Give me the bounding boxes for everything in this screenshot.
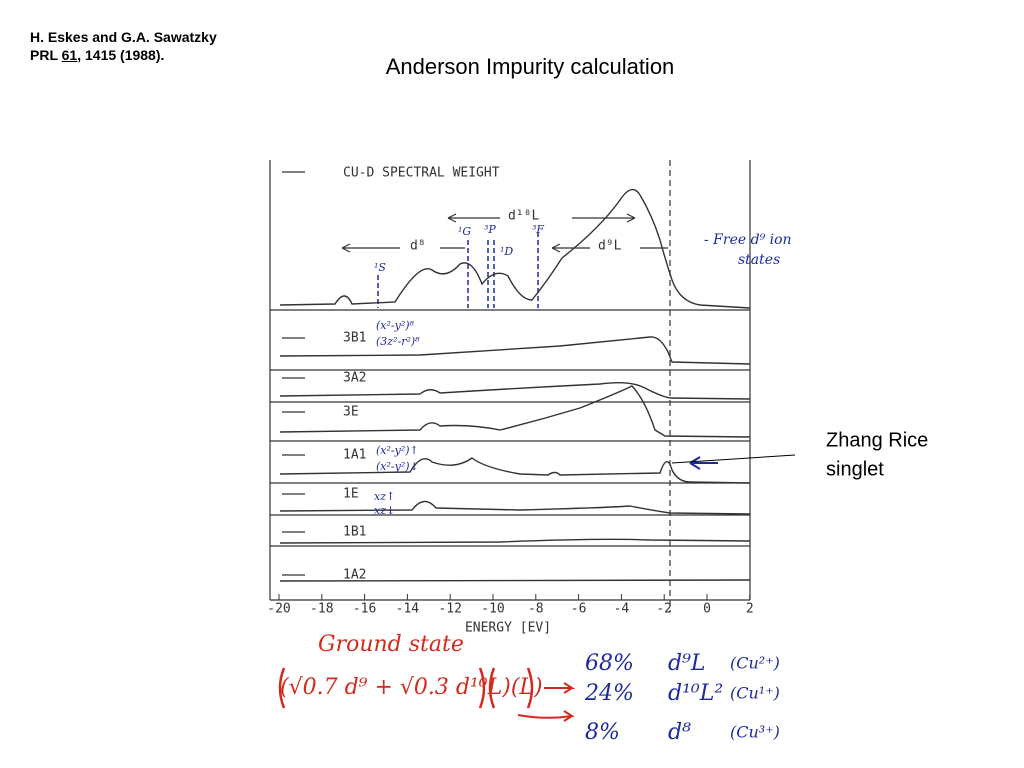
arrow-annotations <box>517 456 718 722</box>
x-tick-label: -6 <box>571 602 587 617</box>
weight-cell: (Cu²⁺) <box>730 654 780 673</box>
d8-label: d⁸ <box>410 239 426 254</box>
callout-text: singlet <box>826 458 884 480</box>
frame <box>269 160 751 612</box>
weight-cell: (Cu³⁺) <box>730 723 780 742</box>
x-tick-label: -8 <box>528 602 544 617</box>
citation: H. Eskes and G.A. Sawatzky PRL 61, 1415 … <box>30 28 217 64</box>
orbital-label: (x²-y²)↑ <box>376 444 419 457</box>
orbital-label: (x²-y²)↓ <box>376 460 419 473</box>
multiplet-label: ¹D <box>500 245 513 258</box>
spectra <box>279 188 751 582</box>
weight-cell: d¹⁰L² <box>668 681 723 706</box>
d10l-label: d¹⁰L <box>508 209 539 224</box>
panel-label: 3B1 <box>343 331 366 346</box>
x-tick-label: -18 <box>310 602 333 617</box>
panel-label: 3A2 <box>343 371 366 386</box>
panel-label: 1A1 <box>343 448 366 463</box>
panel-label: 1B1 <box>343 525 366 540</box>
orbital-label: xz↓ <box>374 504 395 517</box>
panel-title: CU-D SPECTRAL WEIGHT <box>343 166 500 181</box>
x-tick-label: -14 <box>396 602 420 617</box>
ground-state-label: Ground state <box>318 632 464 657</box>
formula-brackets <box>278 667 534 709</box>
pages-year: , 1415 (1988). <box>77 47 165 63</box>
callout-line <box>671 454 796 464</box>
orbital-label: xz↑ <box>374 490 395 503</box>
weight-cell: d⁸ <box>668 720 691 745</box>
ground-state-formula: (√0.7 d⁹ + √0.3 d¹⁰L)(L) <box>280 675 543 700</box>
x-tick-label: -2 <box>656 602 672 617</box>
authors: H. Eskes and G.A. Sawatzky <box>30 29 217 45</box>
orbital-label: (3z²-r²)⁸ <box>376 335 420 348</box>
x-tick-label: 2 <box>746 602 754 617</box>
multiplet-label: ¹G <box>458 225 471 238</box>
multiplet-label: ³F <box>532 223 544 236</box>
callout-text: Zhang Rice <box>826 429 928 451</box>
x-axis-label: ENERGY [EV] <box>465 621 551 636</box>
reference: PRL 61, 1415 (1988). <box>30 46 217 64</box>
x-tick-label: -4 <box>614 602 630 617</box>
x-tick-label: -10 <box>481 602 504 617</box>
x-tick-label: 0 <box>703 602 711 617</box>
range-arrows <box>341 213 668 253</box>
weight-cell: d⁹L <box>668 651 706 676</box>
journal: PRL <box>30 47 58 63</box>
panel-label: 1A2 <box>343 568 366 583</box>
x-tick-label: -20 <box>267 602 290 617</box>
weight-cell: (Cu¹⁺) <box>730 684 780 703</box>
volume: 61 <box>61 47 78 63</box>
orbital-label: (x²-y²)⁸ <box>376 319 415 332</box>
panel-label: 1E <box>343 487 359 502</box>
d9l-label: d⁹L <box>598 239 622 254</box>
weight-cell: 68% <box>585 651 634 676</box>
panel-label: 3E <box>343 405 359 420</box>
states-label: states <box>738 252 780 268</box>
x-tick-label: -16 <box>353 602 376 617</box>
weight-cell: 24% <box>584 681 634 706</box>
free-ion-label: - Free d⁹ ion <box>704 232 792 248</box>
weight-cell: 8% <box>585 720 620 745</box>
multiplet-label: ³P <box>484 223 496 236</box>
scan-background <box>233 157 845 747</box>
slide-title: Anderson Impurity calculation <box>385 54 675 79</box>
multiplet-label: ¹S <box>374 261 386 274</box>
x-tick-label: -12 <box>438 602 461 617</box>
